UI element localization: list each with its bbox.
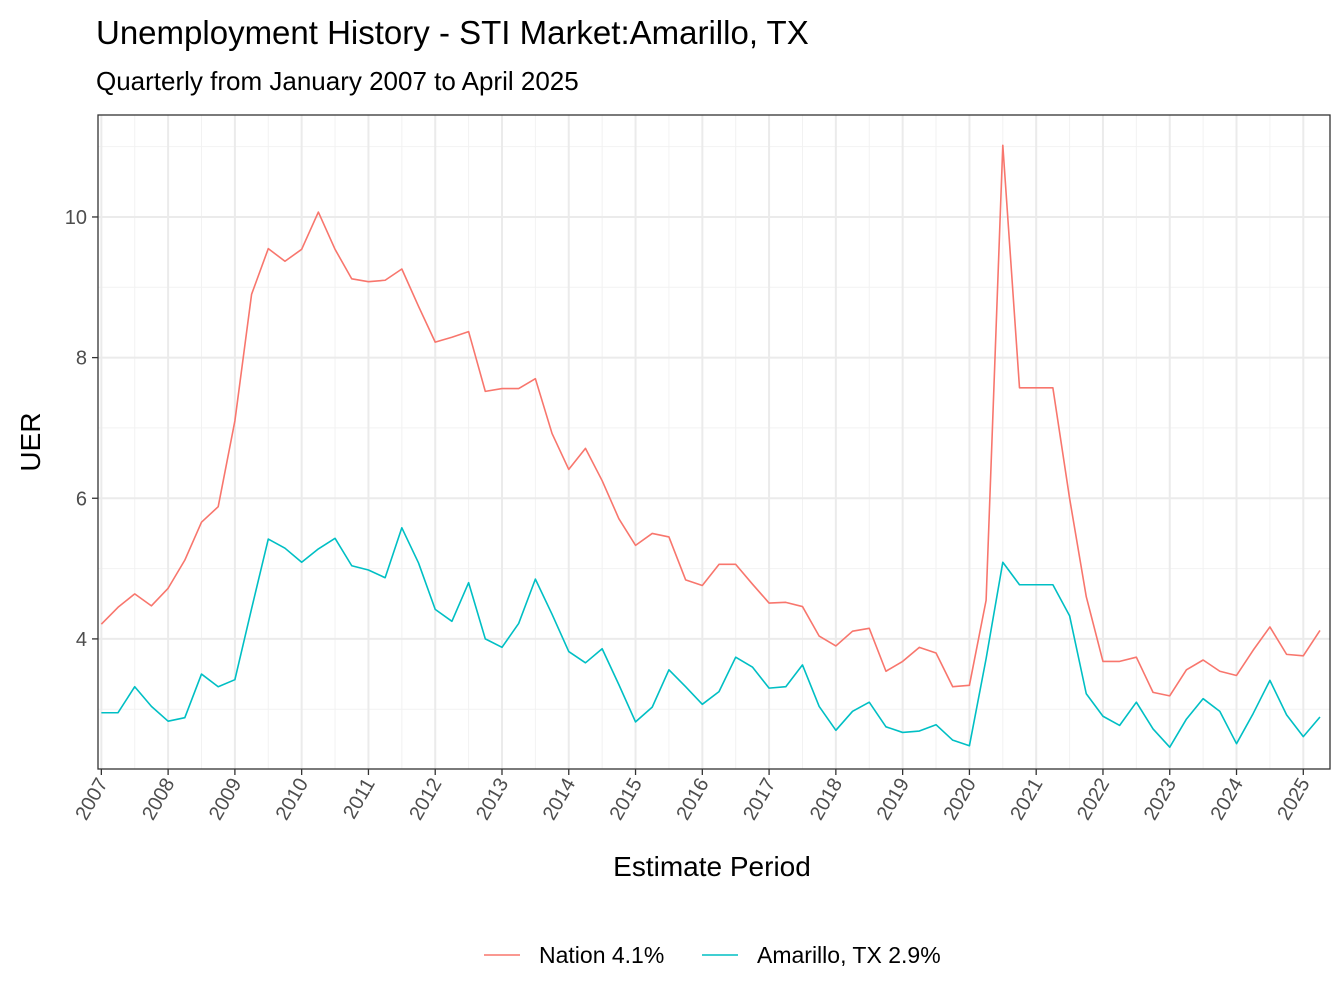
- x-tick-label: 2017: [739, 775, 780, 825]
- x-tick-label: 2020: [939, 775, 980, 825]
- x-tick-label: 2022: [1073, 775, 1114, 825]
- legend-label-amarillo: Amarillo, TX 2.9%: [757, 942, 941, 968]
- x-tick-label: 2013: [472, 775, 513, 825]
- x-tick-label: 2018: [806, 775, 847, 825]
- major-gridlines: [98, 115, 1330, 769]
- x-tick-label: 2025: [1273, 775, 1314, 825]
- series-lines: [100, 144, 1321, 749]
- y-tick-label: 4: [76, 629, 87, 651]
- y-tick-label: 6: [76, 488, 87, 510]
- y-tick-label: 8: [76, 348, 87, 370]
- x-tick-label: 2015: [606, 775, 647, 825]
- series-line-nation: [100, 144, 1321, 697]
- y-tick-label: 10: [65, 207, 87, 229]
- series-line-amarillo: [101, 526, 1321, 749]
- x-tick-label: 2019: [873, 775, 914, 825]
- x-tick-label: 2014: [539, 775, 580, 825]
- x-tick-label: 2012: [405, 775, 446, 825]
- plot-panel: [98, 115, 1330, 769]
- plot-border: [97, 114, 1331, 770]
- y-axis: 4 6 8 10: [65, 207, 98, 651]
- x-tick-label: 2007: [71, 775, 112, 825]
- chart-subtitle: Quarterly from January 2007 to April 202…: [96, 66, 579, 96]
- x-tick-label: 2010: [272, 775, 313, 825]
- chart-title: Unemployment History - STI Market:Amaril…: [96, 14, 809, 51]
- x-tick-label: 2009: [205, 775, 246, 825]
- x-tick-label: 2021: [1006, 775, 1047, 825]
- y-axis-title: UER: [15, 412, 46, 471]
- legend-label-nation: Nation 4.1%: [539, 942, 664, 968]
- x-tick-label: 2008: [138, 775, 179, 825]
- x-tick-label: 2011: [339, 775, 380, 823]
- legend: Nation 4.1% Amarillo, TX 2.9%: [484, 942, 941, 968]
- x-tick-label: 2024: [1207, 775, 1248, 825]
- x-axis: 2007 2008 2009 2010 2011 2012 2013 2014 2015 2016…: [71, 769, 1315, 825]
- x-tick-label: 2023: [1140, 775, 1181, 825]
- x-tick-label: 2016: [672, 775, 713, 825]
- x-axis-title: Estimate Period: [613, 851, 811, 882]
